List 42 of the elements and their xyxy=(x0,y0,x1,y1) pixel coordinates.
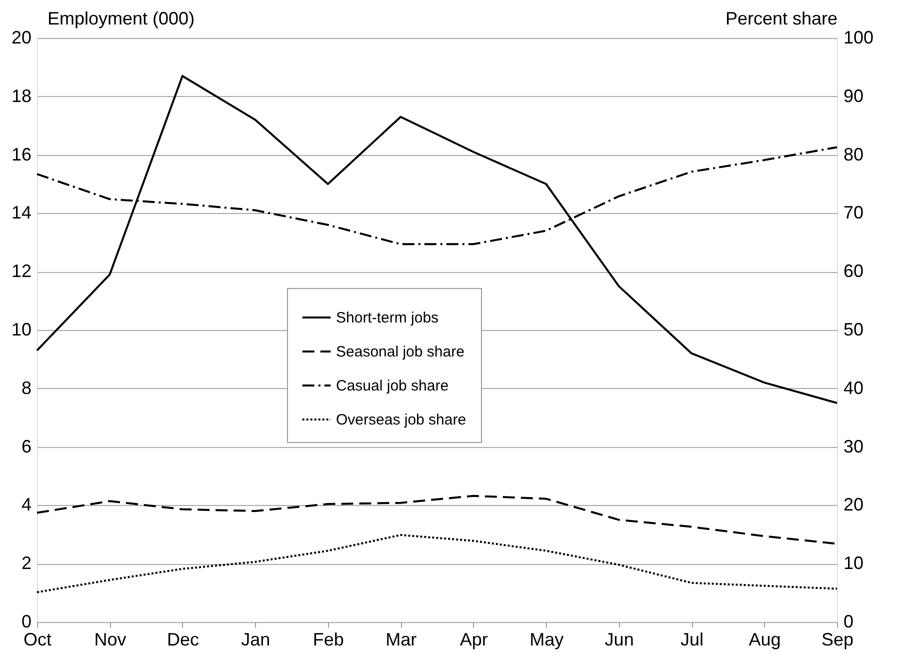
y2-tick-label: 30 xyxy=(844,436,864,456)
y2-tick-label: 70 xyxy=(844,202,864,223)
y-tick-label: 12 xyxy=(11,261,32,282)
x-tick-label: Aug xyxy=(748,630,781,650)
y-tick-label: 8 xyxy=(21,378,32,398)
x-tick-label: May xyxy=(530,630,564,650)
x-tick-label: Jan xyxy=(241,630,270,650)
y2-tick-label: 90 xyxy=(844,86,864,106)
y2-tick-label: 80 xyxy=(844,144,864,164)
y2-tick-label: 0 xyxy=(844,612,854,632)
x-tick-label: Mar xyxy=(386,630,417,650)
x-tick-label: Feb xyxy=(312,630,344,650)
y-tick-label: 14 xyxy=(11,202,32,223)
y2-axis-title: Percent share xyxy=(725,8,838,28)
line-series xyxy=(36,534,838,594)
x-tick-label: Sep xyxy=(821,630,854,650)
legend-label: Casual job share xyxy=(336,378,449,394)
x-tick-label: Jul xyxy=(680,630,704,650)
x-tick-label: Nov xyxy=(94,630,126,650)
y-tick-label: 6 xyxy=(21,436,32,456)
line-series xyxy=(36,74,838,404)
y-tick-label: 18 xyxy=(11,86,32,106)
y2-tick-label: 20 xyxy=(844,494,864,515)
y-tick-label: 20 xyxy=(11,28,32,48)
y2-tick-label: 50 xyxy=(844,320,864,340)
y-tick-label: 10 xyxy=(11,320,32,340)
y2-tick-label: 10 xyxy=(844,553,864,574)
legend-label: Seasonal job share xyxy=(336,344,464,360)
y2-tick-label: 40 xyxy=(844,378,864,398)
x-tick-label: Oct xyxy=(23,630,52,650)
y-tick-label: 0 xyxy=(21,612,32,632)
x-tick-label: Apr xyxy=(460,630,488,650)
y-tick-label: 4 xyxy=(21,494,32,515)
legend-label: Short-term jobs xyxy=(336,310,439,326)
y2-tick-label: 60 xyxy=(844,261,864,282)
legend-label: Overseas job share xyxy=(336,412,466,428)
x-tick-label: Jun xyxy=(604,630,634,650)
y2-tick-label: 100 xyxy=(844,28,874,48)
x-tick-label: Dec xyxy=(166,630,199,650)
y-axis-title: Employment (000) xyxy=(48,8,195,28)
y-tick-label: 16 xyxy=(11,144,32,164)
y-tick-label: 2 xyxy=(21,553,32,574)
